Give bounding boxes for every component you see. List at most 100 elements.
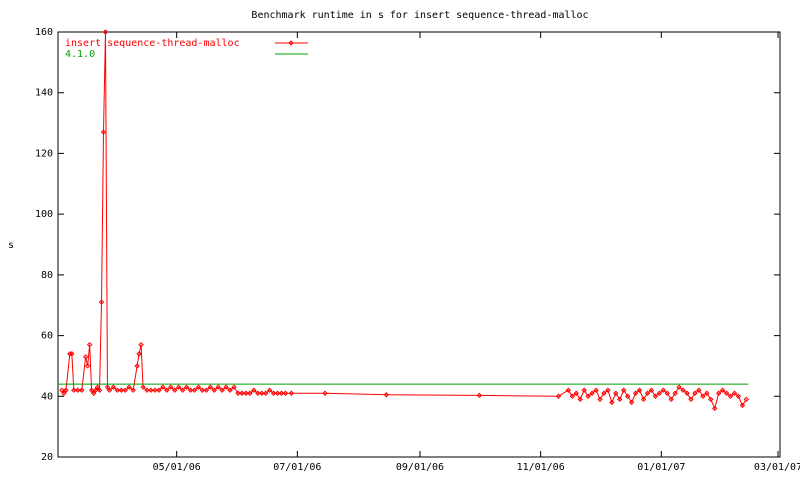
point: [61, 390, 67, 396]
x-tick-label: 11/01/06: [517, 462, 565, 473]
point: [98, 299, 105, 305]
point: [235, 390, 241, 396]
point: [69, 351, 75, 357]
point: [215, 384, 221, 390]
y-tick-label: 120: [35, 148, 53, 159]
point: [79, 387, 85, 393]
point: [134, 363, 140, 369]
point: [211, 387, 217, 393]
point: [152, 387, 158, 393]
plot-frame: [57, 31, 781, 458]
point: [187, 387, 194, 393]
point: [739, 402, 746, 409]
point: [270, 390, 277, 396]
x-tick-label: 03/01/07: [754, 462, 800, 473]
point: [282, 390, 289, 396]
point: [160, 384, 166, 390]
point: [636, 387, 643, 393]
point: [652, 393, 659, 399]
point: [136, 351, 142, 357]
point: [207, 384, 214, 390]
point: [266, 387, 273, 393]
y-tick-label: 140: [35, 88, 53, 99]
point: [203, 387, 210, 393]
point: [191, 387, 198, 393]
point: [92, 387, 99, 393]
point: [63, 387, 69, 393]
point: [613, 390, 619, 396]
point: [114, 387, 121, 393]
point: [247, 390, 253, 396]
point: [719, 387, 726, 393]
point: [140, 384, 146, 390]
point: [100, 129, 107, 135]
point: [227, 387, 233, 393]
point: [680, 387, 686, 393]
point: [130, 387, 136, 393]
point: [656, 390, 663, 396]
point: [164, 387, 170, 393]
point: [700, 393, 706, 399]
y-axis-label: s: [8, 240, 14, 251]
point: [122, 387, 128, 393]
point: [255, 390, 261, 396]
point: [138, 341, 144, 348]
point: [96, 387, 103, 393]
point: [704, 390, 710, 396]
legend-label: 4.1.0: [65, 49, 95, 60]
point: [179, 387, 186, 393]
y-tick-label: 80: [41, 270, 53, 281]
point: [628, 399, 635, 406]
point: [577, 396, 583, 403]
point: [609, 399, 615, 406]
point: [731, 390, 738, 396]
x-tick-label: 07/01/06: [273, 462, 321, 473]
legend-label: insert sequence-thread-malloc: [65, 38, 240, 49]
point: [727, 393, 734, 399]
point: [183, 384, 190, 390]
y-tick-label: 40: [41, 391, 53, 402]
point: [144, 387, 150, 393]
point: [569, 393, 576, 399]
point: [743, 396, 750, 403]
point: [565, 387, 572, 393]
point: [195, 384, 202, 390]
point: [383, 392, 390, 398]
point: [288, 390, 295, 396]
point: [621, 387, 627, 393]
point: [573, 390, 579, 396]
legend-marker: [288, 40, 294, 46]
point: [624, 393, 631, 399]
point: [262, 390, 269, 396]
point: [171, 387, 178, 393]
point: [668, 396, 674, 403]
point: [251, 387, 257, 393]
point: [84, 363, 91, 369]
point: [632, 390, 639, 396]
y-tick-label: 160: [35, 27, 53, 38]
y-tick-label: 60: [41, 331, 53, 342]
point: [59, 387, 65, 393]
point: [175, 384, 182, 390]
point: [239, 390, 245, 396]
point: [601, 390, 607, 396]
point: [223, 384, 229, 390]
y-tick-label: 20: [41, 452, 53, 463]
x-tick-label: 05/01/06: [153, 462, 201, 473]
point: [75, 387, 81, 393]
point: [688, 396, 694, 403]
point: [617, 396, 623, 403]
point: [118, 387, 125, 393]
point: [589, 390, 595, 396]
point: [692, 390, 698, 396]
point: [110, 384, 117, 390]
point: [104, 384, 111, 390]
point: [88, 387, 95, 393]
point: [86, 341, 93, 348]
point: [94, 384, 101, 390]
point: [696, 387, 702, 393]
point: [672, 390, 678, 396]
x-tick-label: 09/01/06: [396, 462, 444, 473]
point: [581, 387, 587, 393]
